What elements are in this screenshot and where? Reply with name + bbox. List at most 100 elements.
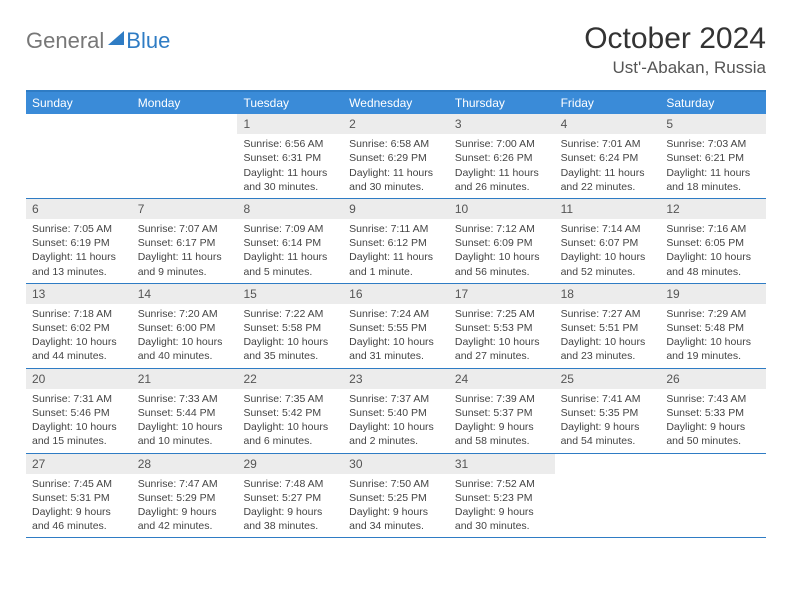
daylight-line: Daylight: 11 hours and 5 minutes. <box>243 250 337 278</box>
daylight-line: Daylight: 10 hours and 48 minutes. <box>666 250 760 278</box>
day-number: 29 <box>237 454 343 474</box>
day-cell: 10Sunrise: 7:12 AMSunset: 6:09 PMDayligh… <box>449 199 555 283</box>
day-number: 19 <box>660 284 766 304</box>
sunset-line: Sunset: 6:21 PM <box>666 151 760 165</box>
sunset-line: Sunset: 5:27 PM <box>243 491 337 505</box>
sunrise-line: Sunrise: 7:07 AM <box>138 222 232 236</box>
day-body: Sunrise: 7:05 AMSunset: 6:19 PMDaylight:… <box>26 219 132 283</box>
day-body: Sunrise: 7:48 AMSunset: 5:27 PMDaylight:… <box>237 474 343 538</box>
day-number: 3 <box>449 114 555 134</box>
weekday-header: Saturday <box>660 92 766 114</box>
day-number: 2 <box>343 114 449 134</box>
sunset-line: Sunset: 5:31 PM <box>32 491 126 505</box>
sunrise-line: Sunrise: 7:03 AM <box>666 137 760 151</box>
day-cell: 11Sunrise: 7:14 AMSunset: 6:07 PMDayligh… <box>555 199 661 283</box>
day-cell: 29Sunrise: 7:48 AMSunset: 5:27 PMDayligh… <box>237 454 343 538</box>
day-number: 9 <box>343 199 449 219</box>
sunset-line: Sunset: 5:53 PM <box>455 321 549 335</box>
day-body: Sunrise: 7:20 AMSunset: 6:00 PMDaylight:… <box>132 304 238 368</box>
weekday-header: Tuesday <box>237 92 343 114</box>
day-number: 30 <box>343 454 449 474</box>
day-number: 16 <box>343 284 449 304</box>
day-number: 12 <box>660 199 766 219</box>
day-body: Sunrise: 7:07 AMSunset: 6:17 PMDaylight:… <box>132 219 238 283</box>
day-cell: 7Sunrise: 7:07 AMSunset: 6:17 PMDaylight… <box>132 199 238 283</box>
sunset-line: Sunset: 6:00 PM <box>138 321 232 335</box>
sunset-line: Sunset: 5:33 PM <box>666 406 760 420</box>
sunset-line: Sunset: 5:55 PM <box>349 321 443 335</box>
day-cell: 18Sunrise: 7:27 AMSunset: 5:51 PMDayligh… <box>555 284 661 368</box>
day-body: Sunrise: 7:16 AMSunset: 6:05 PMDaylight:… <box>660 219 766 283</box>
day-cell: 19Sunrise: 7:29 AMSunset: 5:48 PMDayligh… <box>660 284 766 368</box>
logo-text-general: General <box>26 28 104 54</box>
day-cell: .. <box>26 114 132 198</box>
sunrise-line: Sunrise: 6:58 AM <box>349 137 443 151</box>
day-body: Sunrise: 7:37 AMSunset: 5:40 PMDaylight:… <box>343 389 449 453</box>
day-cell: 22Sunrise: 7:35 AMSunset: 5:42 PMDayligh… <box>237 369 343 453</box>
daylight-line: Daylight: 9 hours and 50 minutes. <box>666 420 760 448</box>
day-cell: 31Sunrise: 7:52 AMSunset: 5:23 PMDayligh… <box>449 454 555 538</box>
day-number: 11 <box>555 199 661 219</box>
daylight-line: Daylight: 11 hours and 22 minutes. <box>561 166 655 194</box>
sunrise-line: Sunrise: 7:16 AM <box>666 222 760 236</box>
location: Ust'-Abakan, Russia <box>584 58 766 78</box>
day-number: 5 <box>660 114 766 134</box>
sunset-line: Sunset: 5:46 PM <box>32 406 126 420</box>
sunrise-line: Sunrise: 7:43 AM <box>666 392 760 406</box>
day-body: Sunrise: 7:52 AMSunset: 5:23 PMDaylight:… <box>449 474 555 538</box>
day-body: Sunrise: 7:50 AMSunset: 5:25 PMDaylight:… <box>343 474 449 538</box>
sunrise-line: Sunrise: 7:12 AM <box>455 222 549 236</box>
day-body: Sunrise: 7:12 AMSunset: 6:09 PMDaylight:… <box>449 219 555 283</box>
sunset-line: Sunset: 6:26 PM <box>455 151 549 165</box>
day-cell: 15Sunrise: 7:22 AMSunset: 5:58 PMDayligh… <box>237 284 343 368</box>
day-number: 20 <box>26 369 132 389</box>
week-row: 6Sunrise: 7:05 AMSunset: 6:19 PMDaylight… <box>26 199 766 284</box>
sunset-line: Sunset: 6:02 PM <box>32 321 126 335</box>
sunrise-line: Sunrise: 7:14 AM <box>561 222 655 236</box>
day-number: 21 <box>132 369 238 389</box>
day-cell: 14Sunrise: 7:20 AMSunset: 6:00 PMDayligh… <box>132 284 238 368</box>
daylight-line: Daylight: 9 hours and 58 minutes. <box>455 420 549 448</box>
sunset-line: Sunset: 6:31 PM <box>243 151 337 165</box>
day-body: Sunrise: 7:29 AMSunset: 5:48 PMDaylight:… <box>660 304 766 368</box>
day-body: Sunrise: 7:11 AMSunset: 6:12 PMDaylight:… <box>343 219 449 283</box>
sunrise-line: Sunrise: 7:24 AM <box>349 307 443 321</box>
day-cell: 2Sunrise: 6:58 AMSunset: 6:29 PMDaylight… <box>343 114 449 198</box>
day-body: Sunrise: 7:03 AMSunset: 6:21 PMDaylight:… <box>660 134 766 198</box>
day-cell: 9Sunrise: 7:11 AMSunset: 6:12 PMDaylight… <box>343 199 449 283</box>
day-cell: 27Sunrise: 7:45 AMSunset: 5:31 PMDayligh… <box>26 454 132 538</box>
sunrise-line: Sunrise: 7:45 AM <box>32 477 126 491</box>
daylight-line: Daylight: 11 hours and 9 minutes. <box>138 250 232 278</box>
day-body: Sunrise: 7:41 AMSunset: 5:35 PMDaylight:… <box>555 389 661 453</box>
sunset-line: Sunset: 6:29 PM <box>349 151 443 165</box>
day-cell: .. <box>555 454 661 538</box>
day-body: Sunrise: 7:24 AMSunset: 5:55 PMDaylight:… <box>343 304 449 368</box>
day-number: 1 <box>237 114 343 134</box>
day-number: 18 <box>555 284 661 304</box>
daylight-line: Daylight: 10 hours and 35 minutes. <box>243 335 337 363</box>
daylight-line: Daylight: 10 hours and 56 minutes. <box>455 250 549 278</box>
day-body: Sunrise: 7:01 AMSunset: 6:24 PMDaylight:… <box>555 134 661 198</box>
logo-text-blue: Blue <box>126 28 170 54</box>
sunset-line: Sunset: 6:19 PM <box>32 236 126 250</box>
sunrise-line: Sunrise: 6:56 AM <box>243 137 337 151</box>
daylight-line: Daylight: 9 hours and 30 minutes. <box>455 505 549 533</box>
sunrise-line: Sunrise: 7:50 AM <box>349 477 443 491</box>
header: General Blue October 2024 Ust'-Abakan, R… <box>26 22 766 78</box>
day-cell: 6Sunrise: 7:05 AMSunset: 6:19 PMDaylight… <box>26 199 132 283</box>
day-number: 13 <box>26 284 132 304</box>
day-cell: 28Sunrise: 7:47 AMSunset: 5:29 PMDayligh… <box>132 454 238 538</box>
weekday-header: Friday <box>555 92 661 114</box>
day-cell: 3Sunrise: 7:00 AMSunset: 6:26 PMDaylight… <box>449 114 555 198</box>
sunset-line: Sunset: 5:42 PM <box>243 406 337 420</box>
sunset-line: Sunset: 6:07 PM <box>561 236 655 250</box>
day-cell: 1Sunrise: 6:56 AMSunset: 6:31 PMDaylight… <box>237 114 343 198</box>
day-cell: 25Sunrise: 7:41 AMSunset: 5:35 PMDayligh… <box>555 369 661 453</box>
day-number: 6 <box>26 199 132 219</box>
day-body: Sunrise: 7:35 AMSunset: 5:42 PMDaylight:… <box>237 389 343 453</box>
sunrise-line: Sunrise: 7:00 AM <box>455 137 549 151</box>
sunrise-line: Sunrise: 7:22 AM <box>243 307 337 321</box>
sunset-line: Sunset: 5:29 PM <box>138 491 232 505</box>
sunrise-line: Sunrise: 7:29 AM <box>666 307 760 321</box>
day-cell: 24Sunrise: 7:39 AMSunset: 5:37 PMDayligh… <box>449 369 555 453</box>
